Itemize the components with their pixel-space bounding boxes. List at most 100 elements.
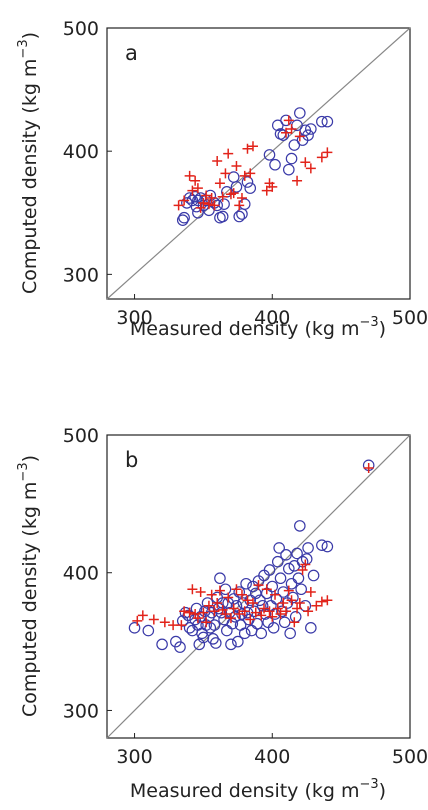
y-tick-label-b-400: 400	[63, 563, 99, 585]
point-circle-b-1	[142, 624, 155, 637]
point-plus-a-9	[203, 199, 214, 210]
point-circle-b-54	[249, 587, 262, 600]
point-circle-b-67	[267, 622, 280, 634]
x-tick-label-b-300: 300	[116, 746, 152, 768]
point-plus-a-33	[294, 131, 305, 142]
point-plus-b-45	[289, 617, 300, 628]
x-axis-label-b: Measured density (kg m−3)	[130, 777, 386, 802]
y-axis-label-a-sup: −3	[16, 39, 31, 58]
point-plus-a-4	[190, 175, 201, 186]
point-plus-b-43	[283, 585, 294, 596]
point-circle-b-83	[289, 610, 302, 623]
point-circle-a-42	[316, 115, 328, 128]
point-circle-b-55	[251, 617, 263, 630]
point-circle-b-0	[128, 622, 141, 634]
point-circle-a-1	[178, 211, 190, 224]
ticks-b: 300 400 500 300 400 500	[63, 425, 428, 768]
y-axis-label-b-close: )	[19, 455, 41, 462]
point-plus-a-24	[245, 168, 256, 179]
point-plus-b-11	[195, 587, 206, 598]
point-circle-a-0	[176, 214, 189, 226]
point-circle-b-41	[232, 635, 244, 648]
point-circle-b-95	[321, 540, 334, 553]
points-b	[128, 459, 375, 653]
point-circle-b-69	[270, 593, 283, 605]
x-axis-label-a-sup: −3	[359, 315, 378, 330]
x-tick-label-a-500: 500	[392, 307, 428, 329]
point-plus-a-13	[214, 178, 225, 189]
point-circle-b-64	[263, 564, 276, 576]
x-axis-label-b-text: Measured density (kg m	[130, 780, 360, 802]
point-plus-b-32	[253, 580, 264, 591]
point-plus-a-16	[223, 148, 234, 159]
point-circle-b-51	[245, 624, 258, 637]
point-plus-a-5	[192, 183, 203, 194]
points-a	[173, 107, 334, 226]
point-plus-b-51	[305, 587, 316, 598]
point-plus-a-29	[281, 127, 292, 138]
point-circle-a-17	[216, 210, 229, 223]
point-circle-b-94	[316, 539, 328, 551]
plot-frame-b	[106, 434, 411, 739]
point-circle-b-93	[307, 569, 320, 582]
point-plus-b-46	[292, 603, 303, 614]
point-plus-b-48	[297, 564, 308, 575]
point-circle-b-71	[273, 542, 285, 554]
point-circle-b-60	[258, 569, 270, 582]
chart-panel-a: 300 400 500 300 400 500 a Measured density (k…	[16, 18, 428, 340]
x-tick-label-b-500: 500	[392, 746, 428, 768]
y-axis-label-b-sup: −3	[16, 462, 31, 481]
point-plus-b-40	[275, 609, 286, 620]
point-plus-b-55	[363, 463, 374, 474]
point-plus-b-39	[272, 603, 283, 614]
point-circle-b-9	[186, 624, 199, 637]
point-plus-a-25	[247, 141, 258, 152]
point-circle-a-37	[294, 107, 306, 119]
point-circle-b-42	[233, 586, 246, 598]
point-circle-b-47	[240, 577, 252, 590]
point-circle-b-57	[254, 594, 266, 607]
x-axis-label-b-sup: −3	[359, 777, 378, 792]
point-circle-a-27	[263, 149, 276, 161]
point-plus-b-1	[137, 610, 148, 621]
point-plus-b-26	[236, 589, 247, 600]
point-plus-a-18	[228, 188, 239, 199]
point-circle-b-66	[266, 580, 279, 593]
y-axis-label-a-text: Computed density (kg m	[19, 59, 41, 294]
point-circle-a-25	[241, 176, 254, 188]
point-circle-a-43	[321, 115, 334, 128]
chart-panel-b: 300 400 500 300 400 500 b Measured density (k…	[16, 425, 428, 802]
point-plus-b-30	[247, 598, 258, 609]
point-circle-b-24	[208, 619, 221, 631]
point-plus-a-31	[286, 124, 297, 135]
point-plus-a-2	[184, 170, 195, 181]
point-circle-a-31	[277, 129, 290, 141]
point-plus-a-7	[198, 197, 209, 208]
point-plus-b-28	[242, 595, 253, 606]
point-circle-b-7	[182, 609, 195, 622]
point-circle-a-18	[218, 198, 230, 210]
point-circle-b-81	[287, 591, 299, 604]
point-plus-b-36	[264, 606, 275, 617]
point-plus-b-13	[201, 617, 212, 628]
point-circle-b-40	[230, 599, 243, 612]
point-circle-b-85	[292, 572, 305, 585]
point-plus-b-34	[259, 603, 270, 614]
point-circle-b-87	[295, 583, 307, 596]
point-circle-b-32	[219, 583, 232, 596]
point-plus-b-10	[192, 613, 203, 624]
point-plus-b-29	[245, 614, 256, 625]
panel-label-a: a	[125, 41, 138, 65]
point-circle-b-70	[271, 555, 284, 568]
point-plus-b-6	[179, 606, 190, 617]
point-circle-b-91	[302, 542, 314, 554]
point-circle-b-4	[174, 641, 186, 653]
point-plus-a-8	[201, 190, 212, 201]
y-axis-label-a: Computed density (kg m−3)	[16, 32, 41, 294]
point-plus-a-11	[209, 200, 220, 211]
point-circle-a-35	[288, 139, 301, 151]
point-plus-b-37	[267, 611, 278, 622]
y-tick-label-a-300: 300	[63, 264, 99, 286]
point-plus-a-34	[300, 157, 311, 168]
point-circle-a-33	[282, 163, 295, 176]
